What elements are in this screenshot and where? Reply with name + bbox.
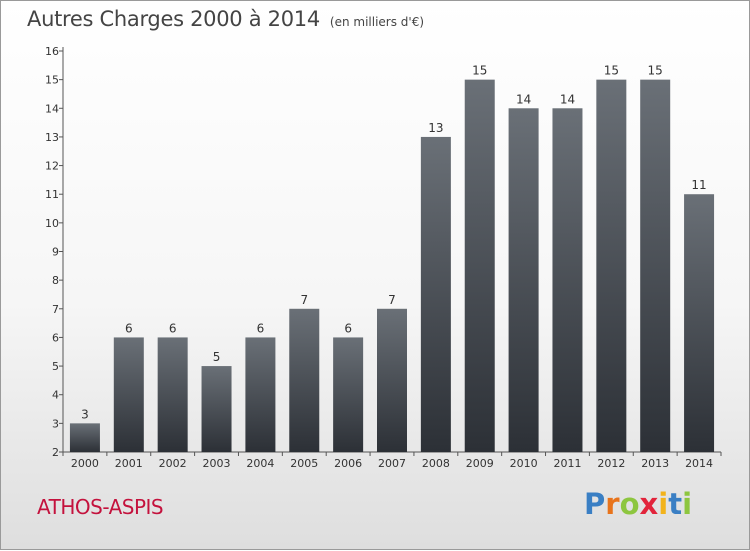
data-label: 11	[691, 178, 706, 192]
x-tick-label: 2012	[597, 457, 625, 470]
chart-subtitle: (en milliers d'€)	[329, 15, 425, 29]
y-tick-label: 12	[45, 160, 59, 173]
x-tick-label: 2000	[71, 457, 99, 470]
y-tick-label: 2	[52, 446, 59, 459]
x-tick-label: 2006	[334, 457, 362, 470]
chart-title-text: Autres Charges 2000 à 2014	[27, 7, 320, 31]
x-tick-label: 2009	[466, 457, 494, 470]
data-label: 6	[125, 321, 133, 335]
logo-letter: r	[605, 487, 620, 521]
data-label: 7	[388, 293, 396, 307]
data-label: 3	[81, 407, 89, 421]
x-tick-label: 2001	[115, 457, 143, 470]
y-tick-label: 16	[45, 45, 59, 58]
bars	[69, 79, 715, 453]
x-tick-label: 2013	[641, 457, 669, 470]
axes: 2 3 4 5 6 7 8 9 10 11 12 13 14 15 16 2000 2001 2002 2003 20…	[45, 45, 722, 470]
x-tick-label: 2005	[290, 457, 318, 470]
data-label: 15	[472, 64, 487, 78]
bar	[113, 337, 144, 452]
y-tick-label: 13	[45, 131, 59, 144]
bar	[684, 194, 715, 452]
bar	[201, 366, 232, 452]
logo-letter: o	[619, 487, 640, 521]
logo-letter: x	[639, 487, 659, 521]
chart-title: Autres Charges 2000 à 2014 (en milliers d…	[27, 7, 424, 31]
data-labels: 3 6 6 5 6 7 6 7 13 15 14 14 15 15 11	[81, 64, 707, 422]
data-label: 6	[169, 321, 177, 335]
y-tick-label: 5	[52, 360, 59, 373]
logo-letter: P	[584, 487, 606, 521]
data-label: 7	[300, 293, 308, 307]
data-label: 14	[560, 92, 575, 106]
data-label: 15	[604, 64, 619, 78]
y-tick-label: 14	[45, 102, 59, 115]
bar	[69, 423, 100, 452]
x-tick-label: 2003	[203, 457, 231, 470]
x-tick-label: 2002	[159, 457, 187, 470]
bar	[289, 308, 320, 452]
proxiti-logo: Proxiti	[584, 487, 692, 521]
data-label: 14	[516, 92, 531, 106]
bar	[245, 337, 276, 452]
bar	[508, 108, 539, 453]
logo-letter: i	[682, 487, 693, 521]
y-tick-label: 3	[52, 417, 59, 430]
y-tick-label: 15	[45, 74, 59, 87]
logo-letter: t	[668, 487, 683, 521]
data-label: 5	[213, 350, 221, 364]
x-tick-label: 2004	[246, 457, 274, 470]
y-tick-label: 4	[52, 389, 59, 402]
y-tick-label: 8	[52, 274, 59, 287]
x-tick-label: 2011	[553, 457, 581, 470]
bar	[464, 79, 495, 453]
logo-letter: i	[658, 487, 669, 521]
data-label: 13	[428, 121, 443, 135]
x-tick-label: 2014	[685, 457, 713, 470]
y-tick-label: 10	[45, 217, 59, 230]
bar	[377, 308, 407, 452]
bar	[157, 337, 188, 452]
x-tick-label: 2007	[378, 457, 406, 470]
commune-name: ATHOS-ASPIS	[37, 495, 164, 519]
y-tick-label: 11	[45, 188, 59, 201]
bar	[333, 337, 364, 452]
x-tick-label: 2008	[422, 457, 450, 470]
y-tick-label: 6	[52, 331, 59, 344]
bar	[596, 79, 627, 453]
bar	[640, 79, 671, 453]
data-label: 6	[344, 321, 352, 335]
data-label: 6	[257, 321, 265, 335]
y-tick-label: 9	[52, 246, 59, 259]
bar	[552, 108, 583, 453]
x-tick-label: 2010	[510, 457, 538, 470]
bar	[420, 136, 451, 452]
data-label: 15	[648, 64, 663, 78]
y-tick-label: 7	[52, 303, 59, 316]
